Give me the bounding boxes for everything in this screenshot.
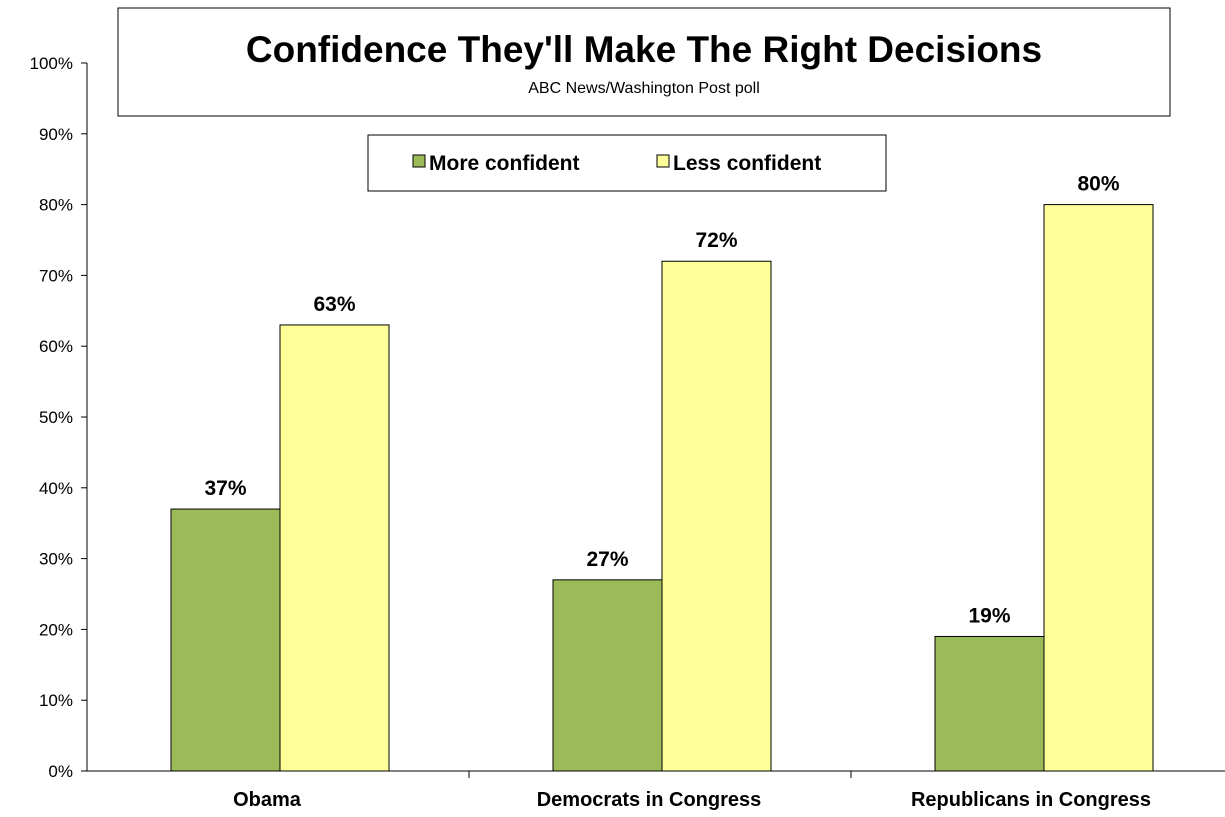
chart-subtitle: ABC News/Washington Post poll (528, 80, 760, 97)
data-labels: 37% 63% 27% 72% 19% 80% (204, 173, 1119, 628)
y-tick-label: 70% (39, 266, 73, 285)
bars (170, 204, 1154, 772)
bar-more-confident (552, 579, 663, 772)
legend-label-more-confident: More confident (429, 152, 580, 175)
data-label-more-confident: 19% (968, 604, 1010, 627)
y-tick-label: 40% (39, 479, 73, 498)
data-label-less-confident: 63% (313, 293, 355, 316)
y-tick-label: 50% (39, 408, 73, 427)
y-tick-label: 60% (39, 337, 73, 356)
y-tick-label: 20% (39, 620, 73, 639)
x-category-label: Obama (233, 789, 302, 811)
bar-more-confident (170, 508, 281, 772)
data-label-less-confident: 72% (695, 229, 737, 252)
data-label-more-confident: 27% (586, 548, 628, 571)
axes: 0% 10% 20% 30% 40% 50% 60% 70% 80% 90% 100% Obama De… (30, 54, 1225, 811)
x-category-label: Republicans in Congress (911, 789, 1151, 811)
y-tick-label: 80% (39, 196, 73, 215)
y-tick-label: 90% (39, 125, 73, 144)
legend-label-less-confident: Less confident (673, 152, 821, 175)
legend-swatch-more-confident (412, 154, 426, 168)
legend-swatch-less-confident (656, 154, 670, 168)
y-tick-label: 30% (39, 550, 73, 569)
y-tick-label: 0% (48, 762, 73, 781)
chart-title: Confidence They'll Make The Right Decisi… (246, 29, 1042, 70)
title-box: Confidence They'll Make The Right Decisi… (117, 7, 1171, 117)
legend: More confident Less confident (367, 134, 887, 192)
bar-more-confident (934, 635, 1045, 772)
bar-less-confident (661, 260, 772, 772)
bar-less-confident (279, 324, 390, 772)
data-label-more-confident: 37% (204, 477, 246, 500)
y-tick-label: 10% (39, 691, 73, 710)
x-category-label: Democrats in Congress (537, 789, 762, 811)
y-tick-label: 100% (30, 54, 73, 73)
bar-less-confident (1043, 204, 1154, 772)
data-label-less-confident: 80% (1077, 173, 1119, 196)
